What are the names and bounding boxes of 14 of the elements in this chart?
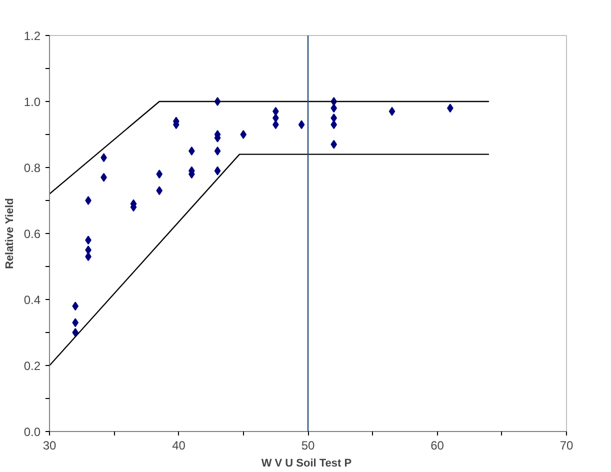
y-tick-label: 0.6: [24, 227, 41, 241]
y-tick-label: 0.8: [24, 161, 41, 175]
y-tick-label: 0.4: [24, 293, 41, 307]
y-tick-label: 1.0: [24, 95, 41, 109]
x-tick-label: 70: [560, 438, 574, 452]
y-axis-title: Relative Yield: [4, 198, 16, 270]
y-tick-label: 0.2: [24, 359, 41, 373]
y-tick-label: 1.2: [24, 29, 41, 43]
y-tick-label: 0.0: [24, 425, 41, 439]
x-tick-label: 60: [430, 438, 444, 452]
x-tick-label: 30: [42, 438, 56, 452]
x-axis-title: W V U Soil Test P: [261, 458, 352, 470]
x-tick-label: 50: [301, 438, 315, 452]
x-tick-label: 40: [172, 438, 186, 452]
